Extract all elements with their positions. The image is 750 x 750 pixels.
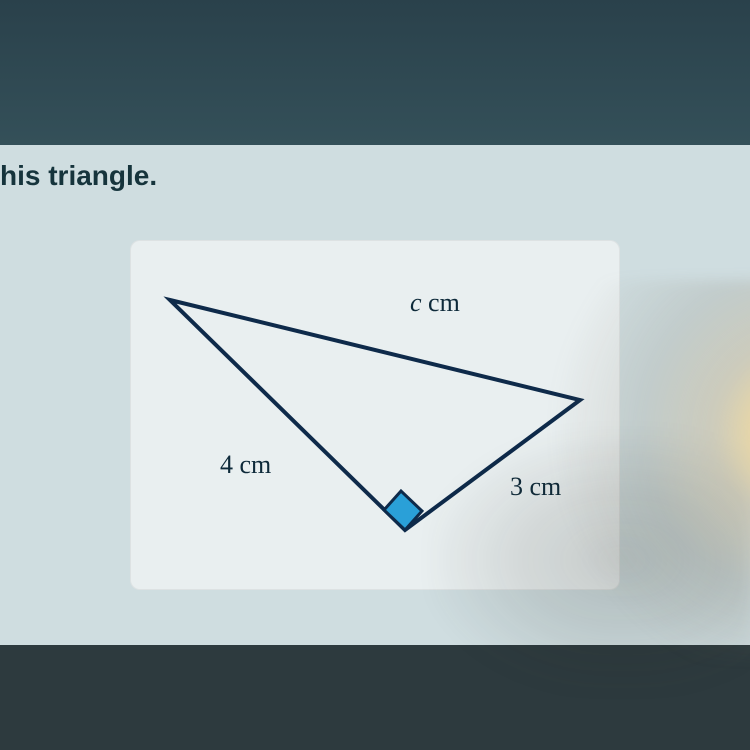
hypotenuse-var: c <box>410 288 422 317</box>
screenshot-root: his triangle. c cm 4 cm 3 cm <box>0 0 750 750</box>
top-dark-band <box>0 0 750 146</box>
hypotenuse-unit: cm <box>428 288 460 317</box>
leg-b-label: 3 cm <box>510 472 561 502</box>
hypotenuse-label: c cm <box>410 288 460 318</box>
leg-a-label: 4 cm <box>220 450 271 480</box>
right-angle-marker <box>384 491 422 530</box>
question-text-fragment: his triangle. <box>0 160 157 192</box>
bottom-dark-band <box>0 645 750 750</box>
triangle-svg <box>130 240 620 590</box>
triangle-figure-card: c cm 4 cm 3 cm <box>130 240 620 590</box>
